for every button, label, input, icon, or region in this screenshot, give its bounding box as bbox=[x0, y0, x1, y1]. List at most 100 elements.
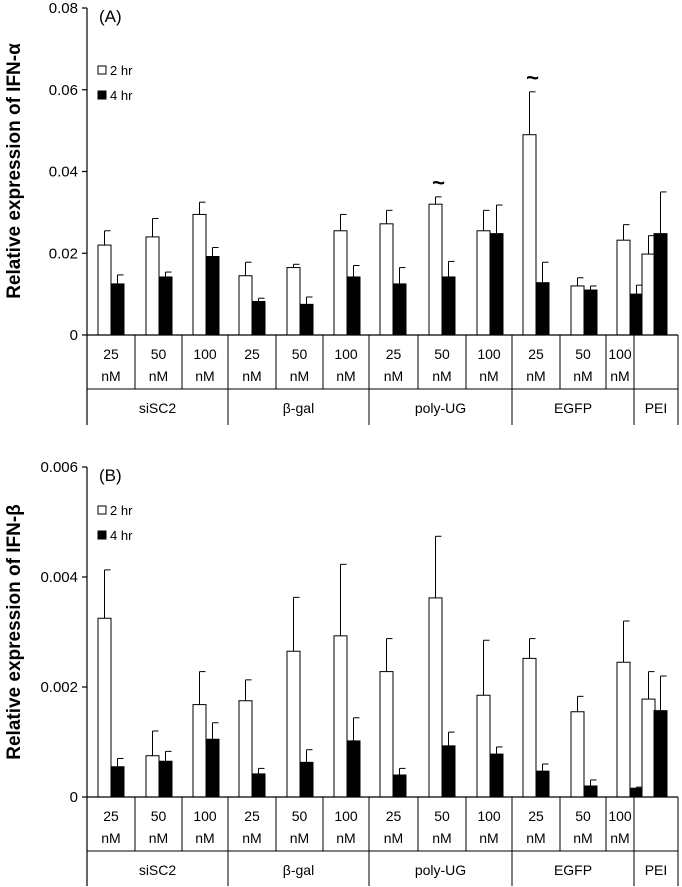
concentration-label: 50 bbox=[292, 808, 308, 824]
group-label: siSC2 bbox=[139, 400, 177, 416]
unit-label: nM bbox=[573, 368, 592, 384]
bar-4hr bbox=[629, 293, 644, 336]
unit-label: nM bbox=[384, 830, 403, 846]
bar-4hr bbox=[583, 785, 598, 798]
concentration-label: 50 bbox=[151, 808, 167, 824]
group-label: siSC2 bbox=[139, 862, 177, 878]
bar-2hr bbox=[379, 671, 394, 798]
chart-panel-b: 0 0.002 0.004 0.006 Relative expression of I… bbox=[4, 459, 679, 886]
chart-panel-a: 0 0.02 0.04 0.06 0.08 Relative expression of … bbox=[4, 0, 679, 425]
concentration-label: 25 bbox=[386, 346, 402, 362]
panel-label: (B) bbox=[99, 466, 122, 485]
bar-4hr bbox=[392, 774, 407, 798]
legend-swatch-4hr bbox=[97, 530, 107, 540]
unit-label: nM bbox=[479, 368, 498, 384]
unit-label: nM bbox=[242, 368, 261, 384]
bar-4hr bbox=[205, 256, 220, 336]
unit-label: nM bbox=[384, 368, 403, 384]
annotation-tilde: ~ bbox=[526, 65, 539, 90]
bar-4hr bbox=[441, 276, 456, 336]
bar-2hr bbox=[145, 755, 160, 798]
concentration-label: 100 bbox=[477, 346, 501, 362]
bar-2hr bbox=[97, 244, 112, 336]
concentration-label: 100 bbox=[477, 808, 501, 824]
concentration-label: 50 bbox=[575, 808, 591, 824]
group-label: poly-UG bbox=[415, 400, 466, 416]
y-tick-label: 0 bbox=[70, 327, 78, 344]
unit-label: nM bbox=[149, 830, 168, 846]
bar-2hr bbox=[286, 650, 301, 798]
unit-label: nM bbox=[610, 830, 629, 846]
unit-label: nM bbox=[101, 368, 120, 384]
bar-2hr bbox=[428, 203, 443, 336]
legend-label: 2 hr bbox=[110, 63, 133, 78]
bar-4hr bbox=[653, 710, 668, 798]
bar-2hr bbox=[641, 253, 656, 336]
y-tick-label: 0.04 bbox=[49, 164, 78, 181]
bar-2hr bbox=[238, 275, 253, 336]
unit-label: nM bbox=[242, 830, 261, 846]
concentration-label: 50 bbox=[151, 346, 167, 362]
bar-4hr bbox=[158, 276, 173, 336]
concentration-label: 25 bbox=[103, 346, 119, 362]
unit-label: nM bbox=[432, 368, 451, 384]
bar-2hr bbox=[286, 267, 301, 336]
bar-2hr bbox=[192, 704, 207, 798]
bar-2hr bbox=[522, 657, 537, 798]
group-label: poly-UG bbox=[415, 862, 466, 878]
concentration-label: 100 bbox=[334, 346, 358, 362]
concentration-label: 25 bbox=[244, 808, 260, 824]
unit-label: nM bbox=[195, 830, 214, 846]
bar-4hr bbox=[653, 233, 668, 336]
y-tick-label: 0.004 bbox=[40, 569, 78, 586]
bar-4hr bbox=[535, 770, 550, 798]
y-tick-label: 0 bbox=[70, 789, 78, 806]
bar-2hr bbox=[333, 230, 348, 336]
annotation-tilde: ~ bbox=[432, 170, 445, 195]
concentration-label: 25 bbox=[528, 808, 544, 824]
concentration-label: 100 bbox=[193, 808, 217, 824]
y-tick-label: 0.02 bbox=[49, 245, 78, 262]
concentration-label: 50 bbox=[434, 808, 450, 824]
group-label: EGFP bbox=[554, 400, 592, 416]
unit-label: nM bbox=[336, 368, 355, 384]
bar-4hr bbox=[251, 773, 266, 798]
unit-label: nM bbox=[195, 368, 214, 384]
unit-label: nM bbox=[290, 368, 309, 384]
bar-2hr bbox=[641, 698, 656, 798]
bar-2hr bbox=[238, 700, 253, 798]
concentration-label: 100 bbox=[608, 808, 632, 824]
bar-2hr bbox=[192, 213, 207, 336]
group-label: PEI bbox=[645, 862, 668, 878]
y-axis-title: Relative expression of IFN-α bbox=[4, 43, 25, 299]
unit-label: nM bbox=[610, 368, 629, 384]
y-axis-title: Relative expression of IFN-β bbox=[4, 504, 25, 760]
legend-label: 2 hr bbox=[110, 503, 133, 518]
bar-4hr bbox=[629, 787, 644, 798]
y-tick-label: 0.002 bbox=[40, 679, 78, 696]
unit-label: nM bbox=[573, 830, 592, 846]
y-tick-label: 0.08 bbox=[49, 0, 78, 17]
bar-2hr bbox=[570, 285, 585, 336]
bar-4hr bbox=[205, 738, 220, 798]
bar-2hr bbox=[145, 236, 160, 336]
bar-2hr bbox=[333, 635, 348, 798]
bar-2hr bbox=[522, 134, 537, 336]
concentration-label: 25 bbox=[528, 346, 544, 362]
concentration-label: 25 bbox=[103, 808, 119, 824]
legend-swatch-2hr bbox=[97, 505, 107, 515]
legend-swatch-2hr bbox=[97, 65, 107, 75]
concentration-label: 50 bbox=[575, 346, 591, 362]
unit-label: nM bbox=[432, 830, 451, 846]
concentration-label: 100 bbox=[334, 808, 358, 824]
bar-2hr bbox=[476, 694, 491, 798]
bar-4hr bbox=[441, 745, 456, 798]
y-tick-label: 0.006 bbox=[40, 459, 78, 476]
bar-2hr bbox=[616, 239, 631, 336]
concentration-label: 100 bbox=[608, 346, 632, 362]
bar-2hr bbox=[379, 223, 394, 336]
y-tick-label: 0.06 bbox=[49, 82, 78, 99]
concentration-label: 50 bbox=[434, 346, 450, 362]
bar-2hr bbox=[616, 661, 631, 798]
